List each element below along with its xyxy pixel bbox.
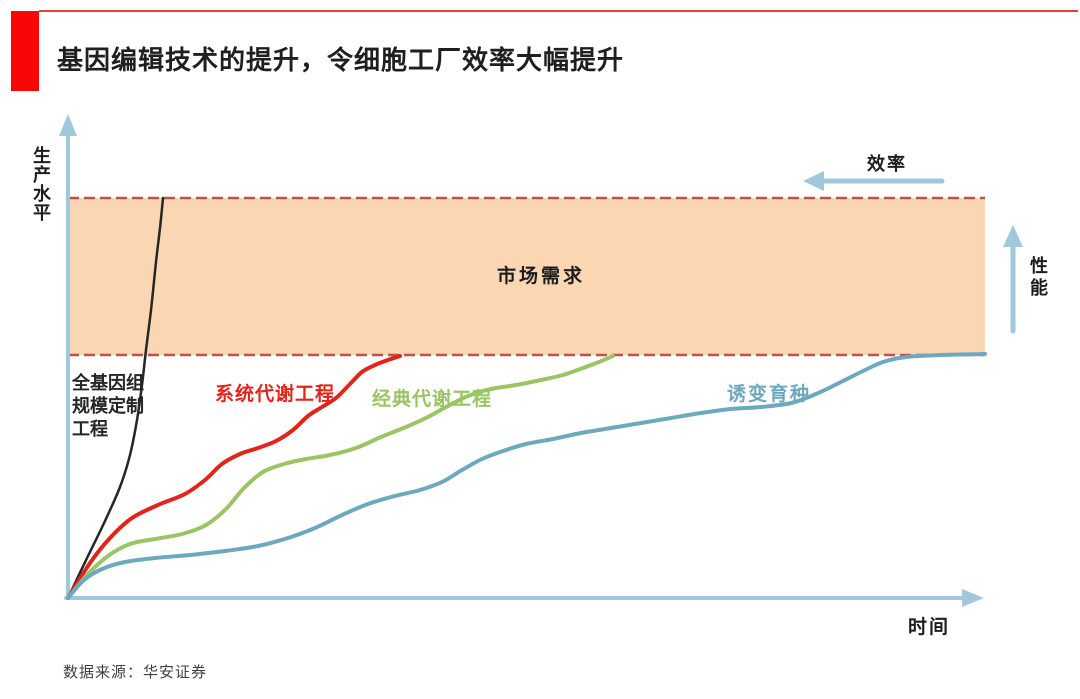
- y-axis-arrow-icon: [59, 114, 77, 136]
- red-accent-bar: [11, 11, 39, 91]
- performance-arrow-head-icon: [1003, 225, 1023, 247]
- curve-systems: [66, 354, 402, 600]
- efficiency-arrow-head-icon: [803, 171, 824, 191]
- performance-label: 性能: [1027, 256, 1048, 300]
- x-axis-arrow-icon: [962, 589, 984, 607]
- curve-classical: [66, 354, 615, 600]
- y-axis-label: 生产水平: [30, 146, 51, 222]
- curve-label-mutation: 诱变育种: [727, 383, 812, 405]
- header-rule: [39, 10, 1078, 12]
- curve-label-systems: 系统代谢工程: [215, 383, 336, 405]
- curve-mutation: [66, 352, 987, 600]
- x-axis-label: 时间: [908, 616, 951, 638]
- page-title: 基因编辑技术的提升，令细胞工厂效率大幅提升: [57, 46, 625, 76]
- curve-genome: [66, 196, 165, 600]
- efficiency-label: 效率: [867, 154, 907, 175]
- market-demand-label: 市场需求: [497, 265, 586, 287]
- market-demand-band: [68, 198, 985, 355]
- curves-group: [66, 196, 987, 600]
- source-note: 数据来源：华安证券: [63, 663, 208, 681]
- curve-label-classical: 经典代谢工程: [372, 388, 493, 410]
- curve-label-genome: 全基因组 规模定制 工程: [72, 373, 144, 440]
